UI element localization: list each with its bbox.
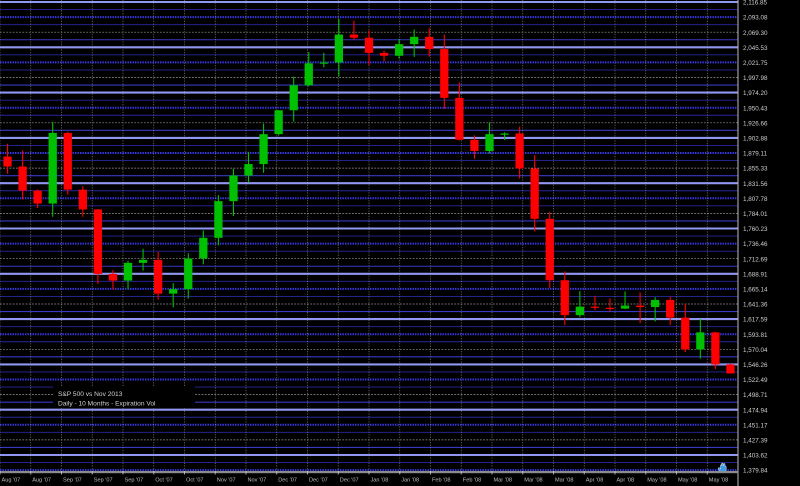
svg-text:1,379.84: 1,379.84: [743, 468, 768, 475]
svg-text:1,736.46: 1,736.46: [743, 241, 768, 248]
svg-text:1,974.20: 1,974.20: [743, 90, 768, 97]
svg-text:1,926.66: 1,926.66: [743, 120, 768, 127]
svg-text:Feb '08: Feb '08: [432, 478, 450, 484]
svg-text:Feb '08: Feb '08: [463, 478, 481, 484]
svg-text:Apr '08: Apr '08: [586, 478, 604, 484]
svg-text:May '08: May '08: [709, 478, 728, 484]
svg-text:1,688.91: 1,688.91: [743, 271, 768, 278]
svg-text:1,593.81: 1,593.81: [743, 332, 768, 339]
svg-text:Dec '07: Dec '07: [309, 478, 328, 484]
svg-text:Aug '07: Aug '07: [2, 478, 21, 484]
svg-text:1,522.49: 1,522.49: [743, 377, 768, 384]
svg-text:1,760.23: 1,760.23: [743, 226, 768, 233]
svg-text:Apr '08: Apr '08: [617, 478, 635, 484]
svg-text:Oct '07: Oct '07: [186, 478, 204, 484]
svg-text:1,641.36: 1,641.36: [743, 302, 768, 309]
svg-text:Sep '07: Sep '07: [94, 478, 113, 484]
svg-text:1,879.11: 1,879.11: [743, 151, 768, 158]
svg-text:May '08: May '08: [678, 478, 697, 484]
svg-text:1,712.69: 1,712.69: [743, 256, 768, 263]
svg-text:Dec '07: Dec '07: [340, 478, 359, 484]
svg-text:Sep '07: Sep '07: [63, 478, 82, 484]
svg-text:1,950.43: 1,950.43: [743, 105, 768, 112]
svg-text:Oct '07: Oct '07: [155, 478, 173, 484]
svg-text:Mar '08: Mar '08: [494, 478, 512, 484]
svg-text:1,546.26: 1,546.26: [743, 362, 768, 369]
svg-text:Mar '08: Mar '08: [524, 478, 542, 484]
svg-text:1,997.98: 1,997.98: [743, 75, 768, 82]
svg-text:1,451.17: 1,451.17: [743, 422, 768, 429]
svg-text:1,427.39: 1,427.39: [743, 438, 768, 445]
svg-text:Nov '07: Nov '07: [248, 478, 267, 484]
svg-text:2,045.53: 2,045.53: [743, 45, 768, 52]
svg-text:2,069.30: 2,069.30: [743, 30, 768, 37]
svg-text:1,498.71: 1,498.71: [743, 392, 768, 399]
svg-text:1,474.94: 1,474.94: [743, 407, 768, 414]
svg-text:1,665.14: 1,665.14: [743, 287, 768, 294]
svg-text:1,831.56: 1,831.56: [743, 181, 768, 188]
svg-text:Dec '07: Dec '07: [278, 478, 297, 484]
svg-text:1,855.33: 1,855.33: [743, 166, 768, 173]
svg-text:1,902.88: 1,902.88: [743, 136, 768, 143]
svg-text:May '08: May '08: [647, 478, 666, 484]
svg-text:Sep '07: Sep '07: [125, 478, 144, 484]
svg-text:1,784.01: 1,784.01: [743, 211, 768, 218]
svg-text:2,093.08: 2,093.08: [743, 15, 768, 22]
svg-text:Jan '08: Jan '08: [401, 478, 419, 484]
svg-text:2,021.75: 2,021.75: [743, 60, 768, 67]
svg-text:1,807.78: 1,807.78: [743, 196, 768, 203]
svg-text:2,116.85: 2,116.85: [743, 0, 768, 7]
svg-text:Jan '08: Jan '08: [371, 478, 389, 484]
svg-text:S&P 500 vs Nov 2013: S&P 500 vs Nov 2013: [58, 391, 123, 398]
svg-text:1,617.59: 1,617.59: [743, 317, 768, 324]
svg-text:Daily - 10 Months - Expiration: Daily - 10 Months - Expiration Vol: [58, 401, 156, 408]
svg-text:1,570.04: 1,570.04: [743, 347, 768, 354]
svg-text:Mar '08: Mar '08: [555, 478, 573, 484]
svg-text:Aug '07: Aug '07: [32, 478, 51, 484]
svg-text:1,403.62: 1,403.62: [743, 453, 768, 460]
svg-text:Nov '07: Nov '07: [217, 478, 236, 484]
